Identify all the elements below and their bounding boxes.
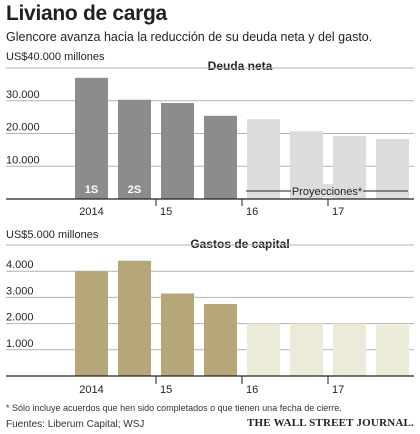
chart-title: Liviano de carga [6, 2, 167, 25]
bar [247, 119, 280, 199]
bar-label: 2S [128, 184, 141, 196]
x-year-label: 17 [332, 206, 344, 218]
publisher-logo: THE WALL STREET JOURNAL. [246, 417, 414, 429]
bar [75, 77, 108, 199]
unit-label: US$40.000 millones [6, 51, 105, 63]
x-year-label: 2014 [79, 206, 103, 218]
bar [75, 271, 108, 376]
y-tick-label: 3.000 [6, 285, 34, 297]
bar [333, 323, 366, 376]
x-year-label: 15 [160, 206, 172, 218]
footnote: * Sólo incluye acuerdos que hen sido com… [6, 403, 342, 413]
bar [161, 293, 194, 376]
chart-subtitle: Glencore avanza hacia la reducción de su… [6, 30, 373, 44]
x-year-label: 17 [332, 384, 344, 396]
y-tick-label: 4.000 [6, 259, 34, 271]
y-tick-label: 20.000 [6, 122, 40, 134]
projection-label: Proyecciones* [292, 186, 363, 198]
bar [204, 303, 237, 376]
unit-label: US$5.000 millones [6, 229, 99, 241]
x-year-label: 16 [246, 384, 258, 396]
x-year-label: 16 [246, 206, 258, 218]
bar [247, 323, 280, 376]
y-tick-label: 1.000 [6, 338, 34, 350]
chart-title-0: Deuda neta [208, 59, 273, 73]
chart-title-1: Gastos de capital [190, 237, 289, 251]
bar [204, 115, 237, 199]
projection-label-bg [291, 184, 363, 197]
x-year-label: 15 [160, 384, 172, 396]
y-tick-label: 30.000 [6, 89, 40, 101]
bar [161, 103, 194, 199]
sources: Fuentes: Liberum Capital; WSJ [6, 419, 145, 430]
bar [376, 139, 409, 199]
y-tick-label: 10.000 [6, 154, 40, 166]
y-tick-label: 2.000 [6, 312, 34, 324]
bar [118, 99, 151, 199]
bar [290, 323, 323, 376]
bar-label: 1S [85, 184, 98, 196]
bar [376, 324, 409, 376]
x-year-label: 2014 [79, 384, 103, 396]
bar [118, 260, 151, 376]
